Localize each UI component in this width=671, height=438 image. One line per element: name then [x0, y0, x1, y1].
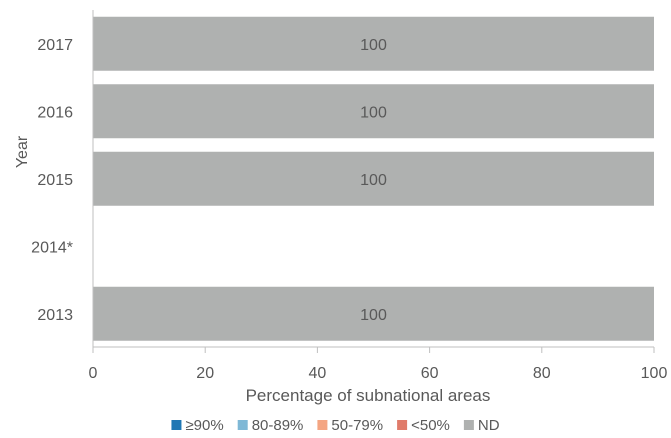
legend-label: ≥90% — [185, 417, 223, 434]
bar-segment — [93, 286, 654, 341]
bars-group: 100 100 100 100 — [93, 16, 654, 341]
y-tick-label: 2013 — [37, 307, 73, 324]
bar-value-label: 100 — [360, 172, 387, 189]
y-tick-labels: 2017 2016 2015 2014* 2013 — [31, 37, 73, 324]
x-tick-label: 40 — [309, 365, 327, 382]
y-tick-label: 2015 — [37, 172, 73, 189]
bar-segment — [93, 84, 654, 139]
legend-label: 80-89% — [252, 417, 304, 434]
x-tick-label: 100 — [641, 365, 668, 382]
y-tick-label: 2014* — [31, 239, 73, 256]
bar-value-label: 100 — [360, 37, 387, 54]
legend-swatch — [463, 420, 474, 430]
legend-swatch — [237, 420, 248, 430]
bar-value-label: 100 — [360, 104, 387, 121]
legend-label: <50% — [411, 417, 450, 434]
legend-label: 50-79% — [331, 417, 383, 434]
x-axis-label: Percentage of subnational areas — [246, 386, 491, 405]
legend-label: ND — [478, 417, 500, 434]
x-tick-label: 0 — [89, 365, 98, 382]
x-tick-label: 60 — [421, 365, 439, 382]
legend-swatch — [317, 420, 328, 430]
bar-segment — [93, 151, 654, 206]
legend: ≥90% 80-89% 50-79% <50% ND — [171, 417, 500, 434]
bar-value-label: 100 — [360, 307, 387, 324]
y-axis-label: Year — [14, 135, 31, 168]
x-axis: 0 20 40 60 80 100 — [89, 10, 668, 382]
x-tick-label: 20 — [196, 365, 214, 382]
legend-swatch — [171, 420, 182, 430]
legend-swatch — [397, 420, 408, 430]
x-tick-label: 80 — [533, 365, 551, 382]
y-tick-label: 2016 — [37, 104, 73, 121]
bar-segment — [93, 16, 654, 71]
y-tick-label: 2017 — [37, 37, 73, 54]
